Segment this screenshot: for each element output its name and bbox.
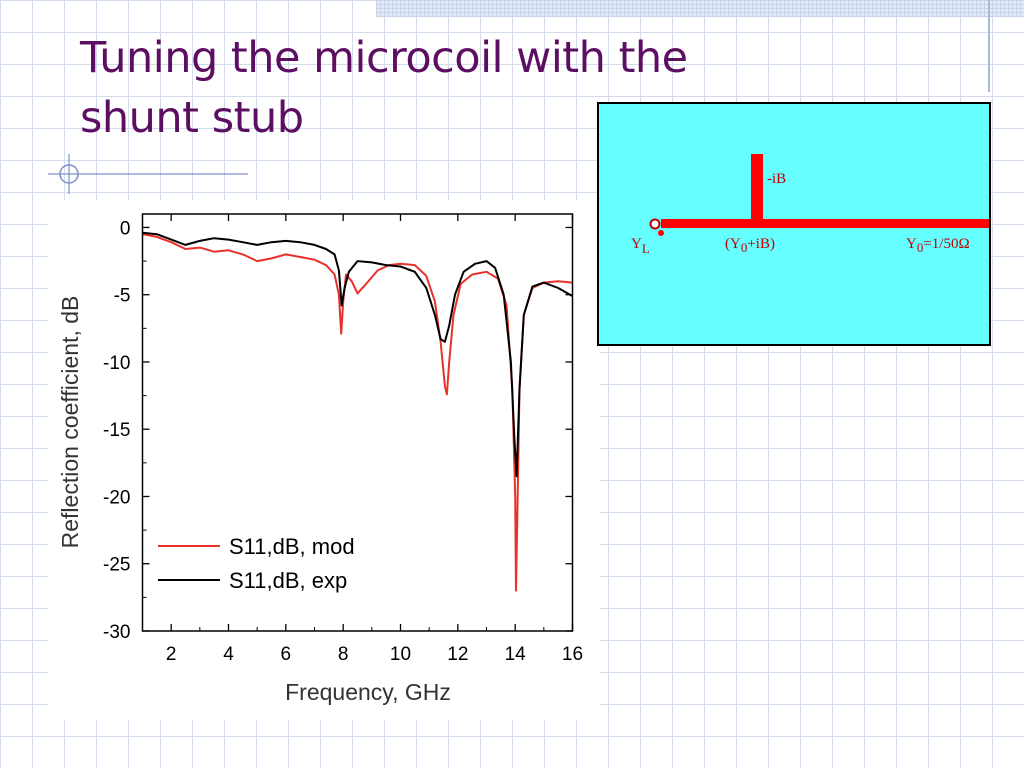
- y-tick-label: 0: [120, 218, 131, 239]
- title-line-2: shunt stub: [80, 93, 304, 143]
- right-decor-line: [988, 0, 990, 92]
- x-tick-label: 10: [390, 644, 411, 665]
- model-curve: [142, 233, 573, 592]
- shunt-stub-schematic: -iB YL (Y0+iB) Y0=1/50Ω: [597, 102, 991, 346]
- x-tick-label: 16: [562, 644, 583, 665]
- mid-admittance-label: (Y0+iB): [725, 236, 775, 255]
- stub-label: -iB: [767, 171, 786, 187]
- y-tick-label: -20: [103, 487, 130, 508]
- x-tick-label: 14: [505, 644, 527, 665]
- load-admittance-label: YL: [631, 236, 650, 256]
- x-tick-label: 4: [223, 644, 234, 665]
- y-tick-label: -15: [103, 420, 130, 441]
- x-tick-label: 6: [281, 644, 292, 665]
- shunt-stub: [751, 154, 763, 224]
- title-line-1: Tuning the microcoil with the: [80, 33, 688, 83]
- slide-title: Tuning the microcoil with the shunt stub: [80, 28, 840, 148]
- schematic-drawing: -iB YL (Y0+iB) Y0=1/50Ω: [631, 154, 991, 256]
- x-tick-label: 2: [166, 644, 177, 665]
- bullet-crosshair-decor: [48, 154, 248, 194]
- x-tick-label: 8: [338, 644, 349, 665]
- x-axis-title: Frequency, GHz: [285, 679, 451, 705]
- plot-frame: [141, 213, 574, 632]
- measured-curve: [142, 231, 573, 478]
- y-axis-title: Reflection coefficient, dB: [57, 296, 83, 549]
- reflection-chart: 2 4 6 8 10 12 14 16 0 -5 -10 -15 -20 -25 -30 S11,dB, m…: [48, 200, 600, 720]
- load-terminal-icon: [649, 218, 661, 230]
- y-tick-label: -30: [103, 622, 130, 643]
- legend-label-mod: S11,dB, mod: [229, 534, 355, 559]
- plot-background: [48, 200, 600, 720]
- line-admittance-label: Y0=1/50Ω: [906, 236, 970, 255]
- load-node-icon: [658, 230, 664, 236]
- transmission-line: [661, 219, 991, 228]
- x-tick-label: 12: [447, 644, 468, 665]
- legend-label-exp: S11,dB, exp: [229, 568, 347, 593]
- top-decor-band: [376, 0, 1024, 17]
- y-tick-label: -5: [114, 286, 131, 307]
- y-tick-label: -10: [103, 353, 130, 374]
- y-tick-label: -25: [103, 555, 130, 576]
